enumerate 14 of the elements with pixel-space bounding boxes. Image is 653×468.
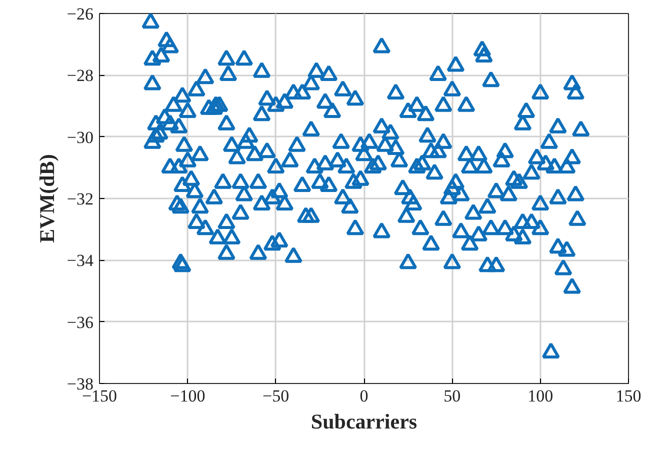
- y-tick-label: −34: [66, 251, 94, 270]
- x-tick-label: 150: [616, 386, 642, 406]
- y-tick-label: −32: [66, 190, 94, 208]
- x-tick-label: −100: [170, 386, 206, 406]
- y-axis-title: EVM(dB): [34, 154, 59, 243]
- x-tick-label: 0: [360, 386, 368, 406]
- x-tick-label: 100: [528, 386, 554, 406]
- x-tick-label: −50: [262, 386, 290, 406]
- y-tick-label: −36: [66, 312, 94, 332]
- y-tick-label: −30: [66, 128, 94, 147]
- y-tick-label: −26: [66, 4, 94, 24]
- x-tick-label: 50: [444, 386, 461, 406]
- y-tick-label: −28: [66, 66, 94, 86]
- x-axis-title: Subcarriers: [310, 410, 418, 434]
